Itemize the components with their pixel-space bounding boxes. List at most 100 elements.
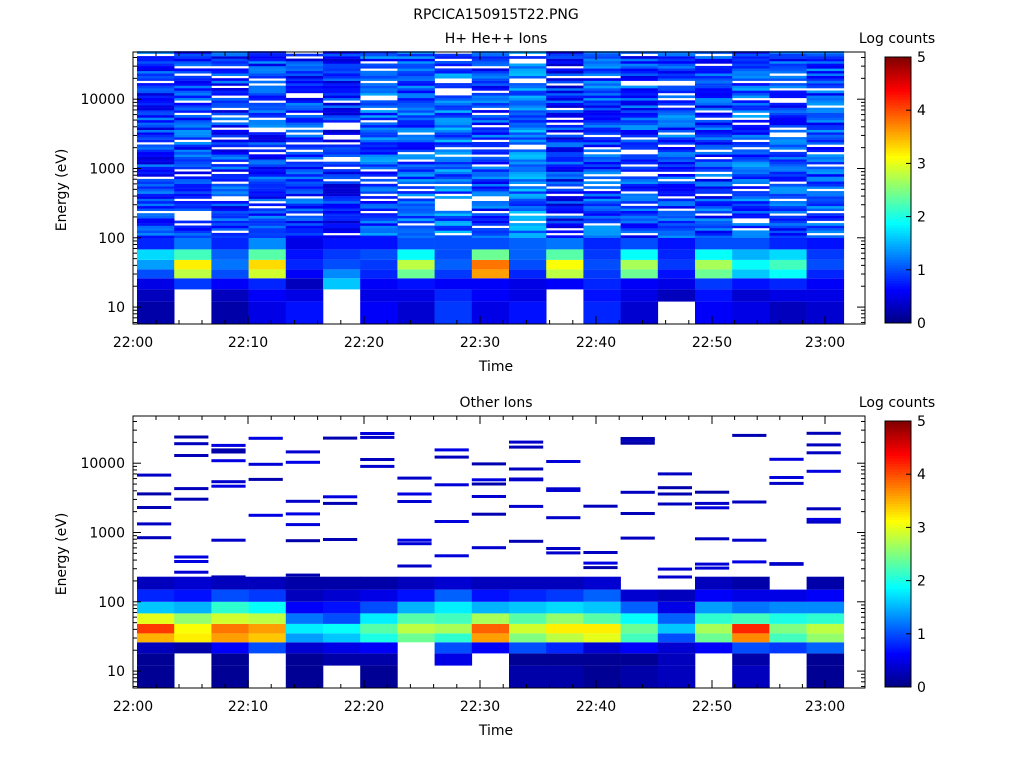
heatmap-cell [509,75,547,79]
heatmap-cell [434,112,473,116]
heatmap-cell [137,473,172,477]
heatmap-cell [323,249,361,260]
y-tick-label: 100 [98,595,125,611]
colorbar-swatch [885,575,911,579]
heatmap-cell [509,601,547,614]
heatmap-cell [546,161,584,165]
colorbar-swatch [885,299,911,303]
heatmap-cell [285,107,324,111]
heatmap-cell [397,205,435,209]
heatmap-cell [583,102,621,106]
heatmap-cell [620,215,659,219]
heatmap-cell [509,142,547,145]
heatmap-cell [769,95,807,99]
heatmap-cell [323,56,361,59]
heatmap-cell [323,205,361,209]
heatmap-cell [174,92,212,96]
colorbar-swatch [885,176,911,180]
heatmap-cell [211,156,249,160]
heatmap-cell [471,73,510,76]
heatmap-cell [323,186,361,189]
colorbar-swatch [885,112,911,117]
heatmap-cell [620,127,659,130]
heatmap-cell [434,115,473,118]
heatmap-cell [769,90,807,94]
heatmap-cell [471,623,510,634]
heatmap-cell [732,107,770,111]
heatmap-cell [583,68,621,72]
heatmap-cell [323,235,361,238]
heatmap-cell [174,147,212,150]
heatmap-cell [620,112,659,116]
heatmap-cell [583,95,621,99]
colorbar-swatch [885,107,911,111]
heatmap-cell [211,78,249,81]
heatmap-cell [174,230,212,234]
heatmap-cell [695,73,733,76]
heatmap-cell [769,144,807,148]
heatmap-cell [434,171,473,175]
heatmap-cell [248,154,287,157]
heatmap-cell [546,642,584,654]
heatmap-cell [248,56,287,59]
heatmap-cell [657,188,696,192]
heatmap-cell [769,110,807,113]
heatmap-cell [211,237,249,250]
heatmap-cell [806,117,845,121]
heatmap-cell [471,85,510,89]
colorbar-swatch [885,548,911,552]
heatmap-cell [546,112,584,116]
colorbar-swatch [885,309,911,313]
heatmap-cell [546,174,584,177]
heatmap-cell [211,220,249,224]
heatmap-cell [397,134,435,138]
heatmap-cell [174,181,212,184]
heatmap-cell [657,164,696,167]
heatmap-cell [471,205,510,209]
heatmap-cell [434,73,473,76]
heatmap-cell [509,218,547,221]
colorbar-swatch [885,551,911,555]
heatmap-cell [657,88,696,91]
heatmap-cell [434,70,473,74]
colorbar-swatch [885,213,911,218]
heatmap-cell [546,235,584,238]
heatmap-cell [434,215,473,219]
heatmap-cell [360,110,398,113]
heatmap-cell [323,144,361,148]
colorbar-swatch [885,423,911,427]
heatmap-cell [174,149,212,153]
heatmap-cell [285,232,324,236]
heatmap-cell [285,201,324,204]
heatmap-cell [806,129,845,133]
heatmap-cell [248,161,287,165]
heatmap-cell [583,235,621,238]
heatmap-cell [695,235,733,238]
heatmap-cell [434,623,473,634]
heatmap-cell [137,178,175,182]
x-tick-label: 22:50 [692,335,732,351]
heatmap-cell [583,139,621,143]
heatmap-cell [248,188,287,192]
heatmap-cell [248,171,287,175]
heatmap-cell [174,269,212,279]
heatmap-cell [471,462,506,466]
heatmap-cell [769,237,807,250]
heatmap-cell [471,61,510,64]
heatmap-cell [360,213,398,216]
heatmap-cell [806,215,845,219]
heatmap-cell [657,201,696,204]
heatmap-cell [732,601,770,614]
colorbar-swatch [885,625,911,629]
heatmap-cell [211,642,249,654]
heatmap-cell [657,289,696,302]
heatmap-cell [546,460,581,463]
heatmap-cell [360,601,398,614]
heatmap-cell [769,301,807,324]
colorbar-swatch [885,482,911,486]
heatmap-cell [546,237,584,250]
heatmap-cell [174,232,212,236]
heatmap-cell [732,665,770,688]
heatmap-cell [620,210,659,214]
colorbar-swatch [885,623,911,627]
